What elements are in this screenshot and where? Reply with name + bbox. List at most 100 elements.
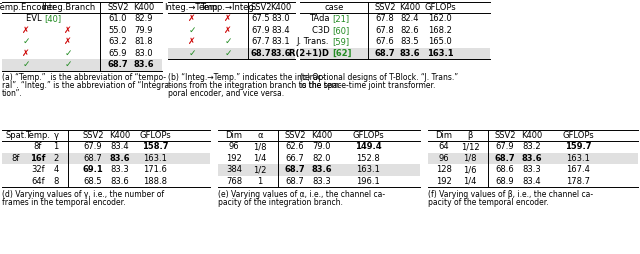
Text: 1: 1: [53, 142, 59, 151]
Text: 67.9: 67.9: [496, 142, 515, 151]
Text: 81.8: 81.8: [134, 37, 154, 46]
Text: 1/12: 1/12: [461, 142, 479, 151]
Text: SSV2: SSV2: [374, 3, 396, 12]
Text: R(2+1)D: R(2+1)D: [289, 49, 332, 58]
Text: ✗: ✗: [188, 37, 196, 46]
Text: J. Trans.: J. Trans.: [297, 37, 332, 46]
Text: 163.1: 163.1: [356, 165, 380, 174]
Text: 158.7: 158.7: [141, 142, 168, 151]
Text: 768: 768: [226, 177, 242, 186]
Text: GFLOPs: GFLOPs: [352, 131, 384, 140]
Text: 1/8: 1/8: [463, 154, 477, 163]
Text: SSV2: SSV2: [494, 131, 516, 140]
Text: 68.7: 68.7: [285, 165, 305, 174]
Text: 165.0: 165.0: [428, 37, 452, 46]
Text: EVL: EVL: [26, 14, 44, 23]
Text: 67.7: 67.7: [252, 37, 270, 46]
Text: ✗: ✗: [22, 26, 29, 35]
Text: 83.6: 83.6: [400, 49, 420, 58]
Text: 1/2: 1/2: [253, 165, 267, 174]
Text: 67.8: 67.8: [376, 26, 394, 35]
Text: 83.6: 83.6: [312, 165, 332, 174]
Text: ✗: ✗: [64, 26, 72, 35]
Text: 83.4: 83.4: [523, 177, 541, 186]
Text: 67.8: 67.8: [376, 14, 394, 23]
Text: 79.9: 79.9: [135, 26, 153, 35]
Text: 68.6: 68.6: [495, 165, 515, 174]
Text: ✓: ✓: [22, 37, 29, 46]
Text: 68.7: 68.7: [251, 49, 271, 58]
Text: K400: K400: [133, 3, 155, 12]
Text: K400: K400: [270, 3, 292, 12]
Text: 149.4: 149.4: [355, 142, 381, 151]
Text: ✗: ✗: [224, 26, 232, 35]
Text: 4: 4: [53, 165, 59, 174]
Text: 196.1: 196.1: [356, 177, 380, 186]
Text: tions from the integration branch to the tem-: tions from the integration branch to the…: [168, 82, 342, 90]
Text: 65.9: 65.9: [109, 49, 127, 58]
Text: 128: 128: [436, 165, 452, 174]
Text: 82.4: 82.4: [401, 14, 419, 23]
Text: 167.4: 167.4: [566, 165, 590, 174]
Text: ✓: ✓: [224, 49, 232, 58]
Text: Spat.: Spat.: [5, 131, 27, 140]
Text: 83.0: 83.0: [272, 14, 291, 23]
Text: GFLOPs: GFLOPs: [424, 3, 456, 12]
Text: ✓: ✓: [188, 26, 196, 35]
Text: ✓: ✓: [188, 49, 196, 58]
Text: [21]: [21]: [332, 14, 349, 23]
Text: SSV2: SSV2: [83, 131, 104, 140]
Text: α: α: [257, 131, 263, 140]
Text: pacity of the temporal encoder.: pacity of the temporal encoder.: [428, 198, 548, 207]
Bar: [428, 152, 638, 164]
Text: 55.0: 55.0: [109, 26, 127, 35]
Text: 159.7: 159.7: [564, 142, 591, 151]
Text: 83.0: 83.0: [134, 49, 154, 58]
Text: K400: K400: [399, 3, 420, 12]
Text: 171.6: 171.6: [143, 165, 167, 174]
Text: C3D: C3D: [312, 26, 332, 35]
Text: SSV2: SSV2: [284, 131, 306, 140]
Text: ✗: ✗: [224, 14, 232, 23]
Text: poral encoder, and vice versa.: poral encoder, and vice versa.: [168, 89, 284, 99]
Text: 67.6: 67.6: [376, 37, 394, 46]
Text: 62.6: 62.6: [285, 142, 304, 151]
Text: 188.8: 188.8: [143, 177, 167, 186]
Text: ✗: ✗: [64, 37, 72, 46]
Text: TAda: TAda: [309, 14, 332, 23]
Text: 1/6: 1/6: [463, 165, 477, 174]
Text: GFLOPs: GFLOPs: [139, 131, 171, 140]
Text: pacity of the integration branch.: pacity of the integration branch.: [218, 198, 343, 207]
Text: 83.6: 83.6: [134, 60, 154, 69]
Text: 82.6: 82.6: [401, 26, 419, 35]
Text: 1/8: 1/8: [253, 142, 267, 151]
Text: Integ.→Temp.: Integ.→Temp.: [164, 3, 220, 12]
Text: Temp.: Temp.: [26, 131, 51, 140]
Text: 163.1: 163.1: [143, 154, 167, 163]
Text: Temp.→Integ.: Temp.→Integ.: [200, 3, 256, 12]
Text: 8f: 8f: [12, 154, 20, 163]
Text: 83.1: 83.1: [272, 37, 291, 46]
Text: (e) Varying values of α, i.e., the channel ca-: (e) Varying values of α, i.e., the chann…: [218, 190, 385, 199]
Text: 83.6: 83.6: [522, 154, 542, 163]
Text: (a) “Temp.”  is the abbreviation of “tempo-: (a) “Temp.” is the abbreviation of “temp…: [2, 73, 166, 83]
Text: 69.1: 69.1: [83, 165, 104, 174]
Text: ✓: ✓: [22, 60, 29, 69]
Text: is the space-time joint transformer.: is the space-time joint transformer.: [300, 82, 435, 90]
Text: (f) Varying values of β, i.e., the channel ca-: (f) Varying values of β, i.e., the chann…: [428, 190, 593, 199]
Text: 83.5: 83.5: [401, 37, 419, 46]
Text: 1: 1: [257, 177, 262, 186]
Text: (c) Optional designs of T-Block. “J. Trans.”: (c) Optional designs of T-Block. “J. Tra…: [300, 73, 458, 83]
Text: 2: 2: [53, 154, 59, 163]
Text: 152.8: 152.8: [356, 154, 380, 163]
Text: Dim: Dim: [435, 131, 452, 140]
Bar: [2, 59, 162, 71]
Text: 67.9: 67.9: [84, 142, 102, 151]
Text: [62]: [62]: [332, 49, 351, 58]
Text: (d) Varying values of γ, i.e., the number of: (d) Varying values of γ, i.e., the numbe…: [2, 190, 164, 199]
Text: tion”.: tion”.: [2, 89, 23, 99]
Text: 83.3: 83.3: [111, 165, 129, 174]
Text: 68.5: 68.5: [84, 177, 102, 186]
Text: 96: 96: [438, 154, 449, 163]
Text: 68.7: 68.7: [285, 177, 305, 186]
